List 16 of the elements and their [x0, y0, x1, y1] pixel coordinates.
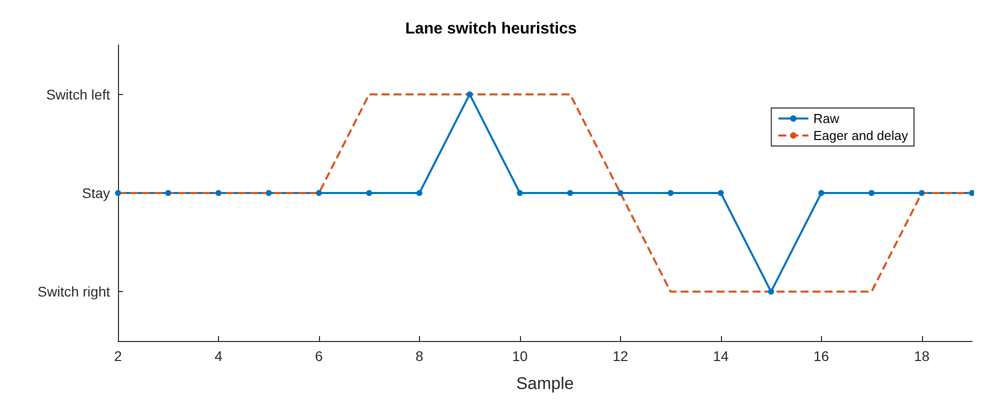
- legend-label: Eager and delay: [813, 128, 908, 143]
- x-tick-label: 12: [612, 348, 628, 364]
- x-tick-label: 18: [914, 348, 930, 364]
- category-label: Switch right: [38, 284, 110, 300]
- x-tick-label: 8: [416, 348, 424, 364]
- category-label: Switch left: [46, 86, 110, 102]
- x-tick-label: 16: [814, 348, 830, 364]
- x-tick-label: 14: [713, 348, 729, 364]
- x-axis-title: Sample: [516, 374, 574, 393]
- x-tick-label: 10: [512, 348, 528, 364]
- legend-label: Raw: [813, 111, 840, 126]
- x-tick-label: 4: [214, 348, 223, 364]
- x-tick-label: 2: [114, 348, 122, 364]
- chart-title: Lane switch heuristics: [405, 20, 577, 38]
- x-tick-label: 6: [315, 348, 324, 364]
- category-label: Stay: [82, 185, 110, 201]
